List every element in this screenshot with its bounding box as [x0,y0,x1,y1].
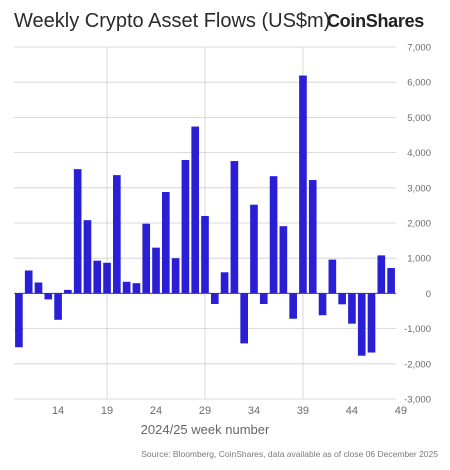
y-tick-label: 6,000 [407,78,431,89]
bar [230,161,239,294]
axis-layer: -3,000 -2,000 -1,000 0 1,000 2,000 3,000 4,000 5… [52,43,431,418]
bar [210,293,219,304]
y-tick-label: 1,000 [407,254,431,265]
bar [122,281,131,294]
bar [103,262,111,294]
y-tick-label: -3,000 [404,395,431,406]
bar [240,293,248,344]
bars-layer [15,75,395,356]
bar [367,293,376,353]
x-tick-label: 19 [101,405,113,417]
bar [299,75,307,294]
bar [289,293,297,319]
x-tick-label: 14 [52,405,64,417]
bar [259,293,268,304]
y-tick-label: -2,000 [404,359,431,370]
bar [181,159,190,294]
bar [201,215,209,294]
bar [348,293,356,324]
bar [64,289,72,294]
coinshares-logo: CoinShares [326,11,424,31]
y-tick-label: 2,000 [407,219,431,230]
x-tick-label: 39 [297,405,309,417]
bar [191,126,200,294]
bar [387,268,395,294]
bar [142,223,151,294]
bar [15,293,23,348]
y-tick-label: 0 [426,289,431,300]
bar [250,204,258,294]
bar [357,293,366,356]
bar [113,175,121,294]
x-tick-label: 44 [346,405,358,417]
bar [318,293,327,316]
bar [152,247,160,294]
x-tick-label: 34 [248,405,260,417]
y-tick-label: 3,000 [407,183,431,194]
bar [34,282,43,294]
bar-chart: -3,000 -2,000 -1,000 0 1,000 2,000 3,000 4,000 5… [14,43,431,418]
x-tick-label: 49 [395,405,407,417]
bar [338,293,346,305]
x-tick-label: 29 [199,405,211,417]
bar [279,226,288,294]
bar [171,258,180,294]
y-tick-label: 7,000 [407,43,431,54]
bar [269,176,278,294]
bar [54,293,62,320]
y-tick-label: 4,000 [407,148,431,159]
bar [44,293,53,300]
bar [73,169,82,294]
bar [308,180,317,294]
bar [93,260,102,294]
x-tick-label: 24 [150,405,162,417]
bar [132,283,141,294]
x-axis-label: 2024/25 week number [140,422,270,437]
bar [220,272,229,294]
bar [162,192,170,294]
y-tick-label: -1,000 [404,324,431,335]
bar [24,270,33,294]
source-note: Source: Bloomberg, CoinShares, data avai… [141,449,438,459]
bar [83,220,92,294]
chart-title: Weekly Crypto Asset Flows (US$m) [14,10,331,32]
bar [377,255,386,294]
bar [328,259,337,294]
y-tick-label: 5,000 [407,113,431,124]
